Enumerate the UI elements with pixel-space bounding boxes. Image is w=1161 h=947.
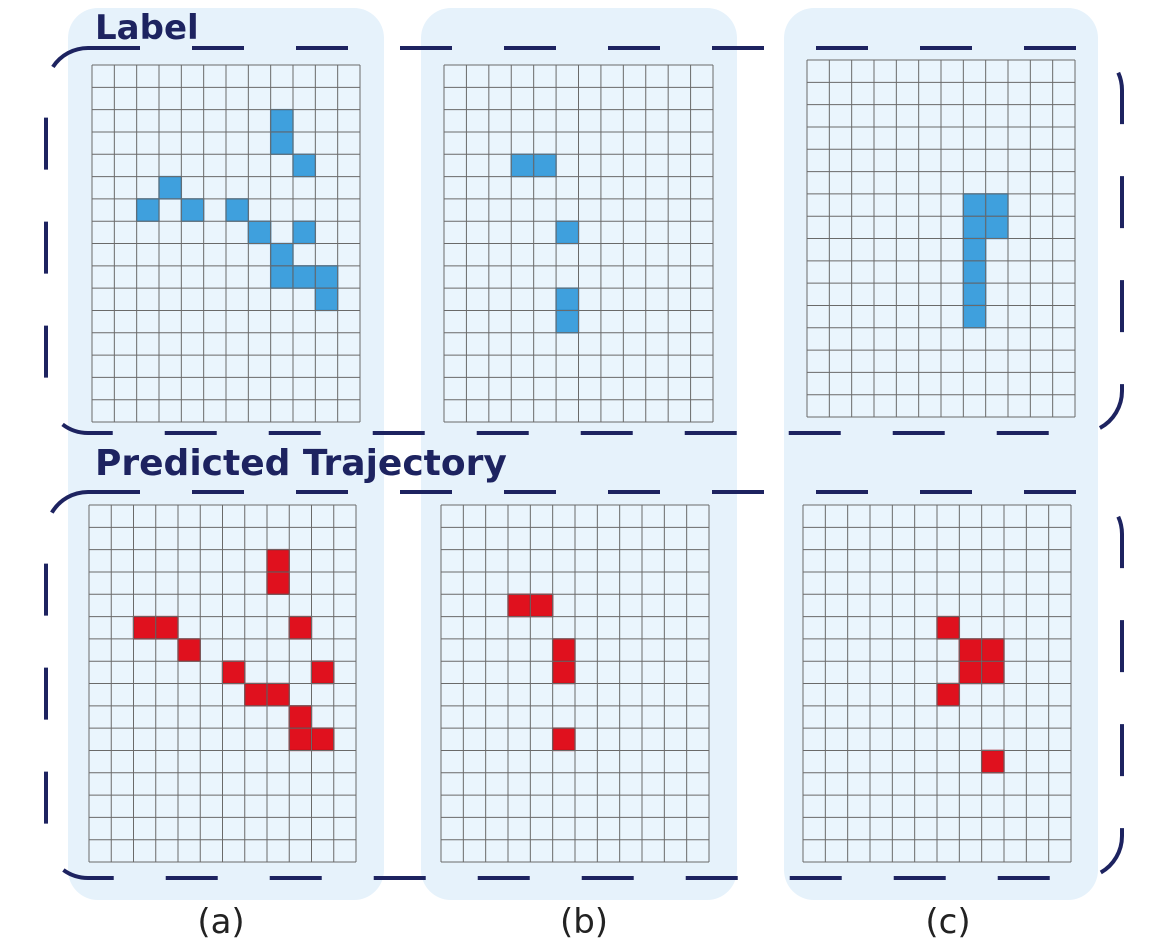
predicted-cell	[155, 615, 179, 640]
label-cell	[555, 220, 580, 245]
predicted-cell	[936, 682, 961, 707]
label-cell	[555, 309, 580, 334]
label-grid-b	[443, 64, 714, 423]
predicted-cell	[958, 660, 983, 685]
predicted-cell	[266, 548, 290, 573]
predicted-cell	[980, 638, 1005, 662]
column-a-caption: (a)	[197, 902, 244, 942]
cell-grids	[88, 59, 1076, 863]
label-row-title: Label	[95, 8, 199, 48]
label-cell	[225, 198, 250, 222]
label-cell	[984, 215, 1009, 240]
predicted-cell	[551, 727, 576, 752]
label-cell	[314, 287, 339, 312]
predicted-cell	[132, 615, 157, 640]
label-grid-lines	[806, 59, 1076, 418]
predicted-cell	[980, 660, 1005, 685]
predicted-cell	[551, 660, 576, 685]
predicted-cell	[507, 593, 532, 618]
label-cell	[269, 108, 294, 133]
label-cell	[180, 198, 205, 222]
label-cell	[984, 193, 1009, 217]
label-cell	[962, 193, 987, 217]
predicted-cell	[221, 660, 246, 685]
predicted-cell	[958, 638, 983, 662]
predicted-cell	[551, 638, 576, 662]
predicted-grid-lines	[88, 504, 357, 863]
label-cell	[962, 304, 987, 329]
predicted-cell	[266, 682, 290, 707]
predicted-grid-lines	[802, 504, 1072, 863]
predicted-cell	[310, 660, 335, 685]
label-cell	[292, 265, 317, 289]
label-cell	[269, 242, 294, 267]
label-cell	[314, 265, 339, 289]
predicted-cell	[936, 615, 961, 640]
predicted-grid-a	[88, 504, 357, 863]
label-grid-lines	[443, 64, 714, 423]
predicted-cell	[288, 705, 313, 729]
predicted-grid-b	[440, 504, 710, 863]
label-cell	[135, 198, 160, 222]
label-cell	[555, 287, 580, 312]
label-cell	[510, 153, 535, 178]
label-cell	[292, 220, 317, 245]
label-cell	[962, 282, 987, 307]
label-cell	[269, 265, 294, 289]
label-cell	[962, 215, 987, 240]
label-grid-a	[91, 64, 361, 423]
predicted-cell	[980, 749, 1005, 774]
label-cell	[269, 131, 294, 155]
predicted-cell	[177, 638, 201, 662]
label-grid-c	[806, 59, 1076, 418]
predicted-grid-lines	[440, 504, 710, 863]
predicted-cell	[288, 615, 313, 640]
label-grid-lines	[91, 64, 361, 423]
label-row-frame	[44, 46, 1124, 435]
predicted-cell	[310, 727, 335, 752]
label-cell	[158, 175, 183, 200]
dashed-frames	[44, 46, 1124, 880]
predicted-cell	[244, 682, 268, 707]
label-cell	[962, 260, 987, 284]
predicted-grid-c	[802, 504, 1072, 863]
label-cell	[247, 220, 272, 245]
label-cell	[962, 237, 987, 262]
predicted-cell	[266, 571, 290, 595]
column-c-caption: (c)	[925, 902, 970, 942]
label-cell	[532, 153, 557, 178]
predicted-row-frame	[44, 490, 1124, 880]
predicted-cell	[288, 727, 313, 752]
predicted-row-title: Predicted Trajectory	[95, 443, 507, 484]
label-cell	[292, 153, 317, 178]
column-b-caption: (b)	[560, 902, 608, 942]
predicted-cell	[529, 593, 554, 618]
